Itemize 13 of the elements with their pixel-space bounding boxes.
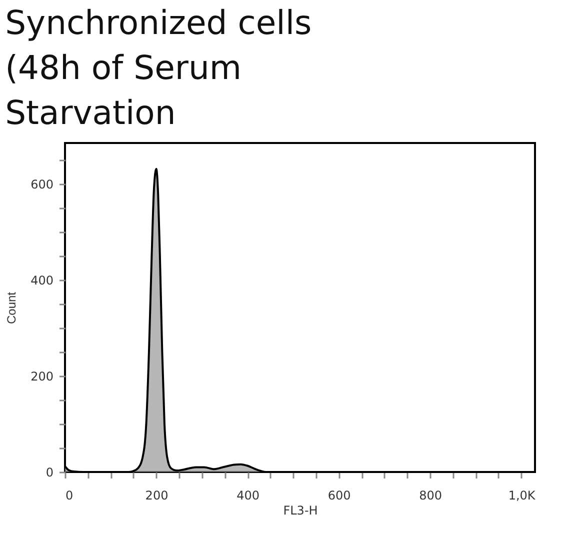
- x-tick-label: 600: [328, 488, 351, 502]
- y-tick-label: 0: [46, 466, 54, 480]
- x-tick-label: 800: [419, 488, 442, 502]
- x-tick-label: 0: [66, 488, 74, 502]
- x-tick-label: 400: [236, 488, 260, 502]
- chart-title: Synchronized cells (48h of Serum Starvation: [5, 3, 312, 132]
- y-tick-label: 600: [30, 177, 54, 192]
- y-tick-label: 200: [30, 369, 54, 384]
- x-axis-title: FL3-H: [283, 504, 318, 518]
- x-tick-label: 1,0K: [508, 488, 536, 502]
- y-tick-label: 400: [30, 273, 54, 288]
- y-axis-title: Count: [4, 291, 19, 324]
- x-tick-label: 200: [145, 488, 168, 502]
